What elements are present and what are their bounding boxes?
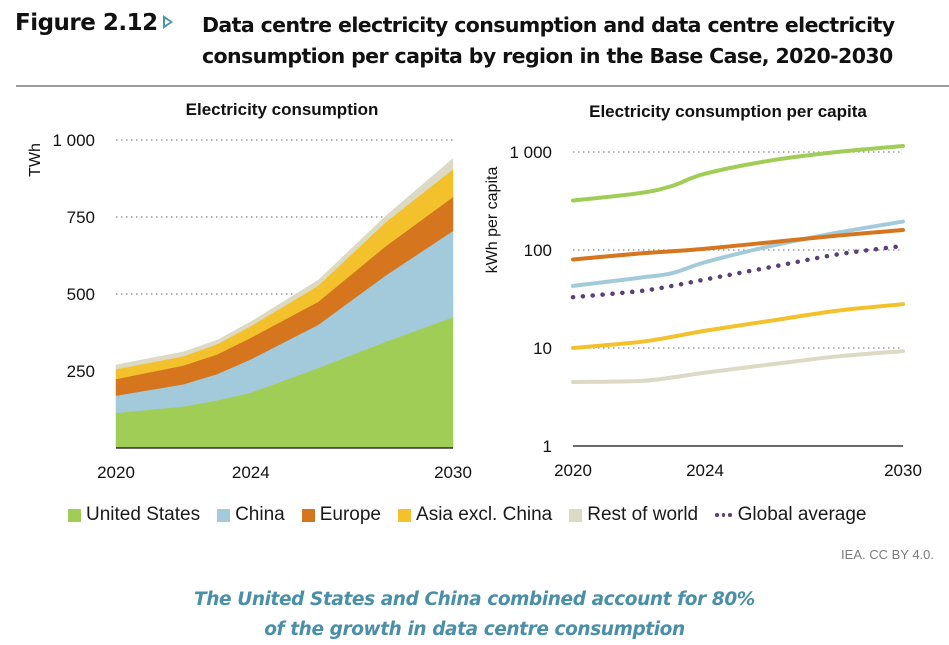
figure-title-line-1: Data centre electricity consumption and … (202, 13, 895, 37)
legend-swatch-rest-of-world (569, 508, 583, 522)
caption-line-2: of the growth in data centre consumption (264, 619, 685, 640)
y-tick-label: 250 (67, 362, 95, 381)
x-tick-label: 2020 (554, 461, 592, 480)
consumption-areas (115, 157, 454, 449)
line-china (571, 219, 905, 288)
legend: United States China Europe Asia excl. Ch… (68, 503, 884, 527)
per-capita-chart: Electricity consumption per capita kWh p… (484, 102, 922, 480)
consumption-chart: Electricity consumption TWh 250 500 750 1 0… (27, 100, 472, 482)
figure-title: Data centre electricity consumption and … (202, 10, 942, 72)
x-tick-label: 2020 (97, 463, 135, 482)
y-tick-label: 500 (67, 285, 95, 304)
legend-item-europe: Europe (301, 504, 382, 526)
per-capita-y-ticks: 1 10 100 1 000 (509, 143, 552, 456)
header-divider (16, 85, 949, 87)
legend-swatch-europe (301, 508, 315, 522)
dotted-line-icon (715, 513, 732, 517)
legend-label-china: China (235, 504, 285, 525)
consumption-chart-title: Electricity consumption (186, 100, 379, 119)
legend-swatch-united-states (68, 508, 81, 522)
legend-swatch-china (217, 508, 231, 522)
legend-item-united-states: United States (68, 504, 200, 526)
consumption-y-ticks: 250 500 750 1 000 (52, 131, 95, 381)
consumption-x-ticks: 2020 2024 2030 (97, 463, 472, 482)
figure-title-line-2: consumption per capita by region in the … (202, 44, 893, 68)
charts-canvas: Electricity consumption TWh 250 500 750 1 0… (27, 100, 922, 482)
legend-label-asia-excl-china: Asia excl. China (416, 504, 553, 525)
legend-item-asia-excl-china: Asia excl. China (398, 504, 552, 526)
figure-label: Figure 2.12 (15, 10, 158, 36)
x-tick-label: 2024 (686, 461, 724, 480)
x-tick-label: 2024 (232, 463, 270, 482)
figure-header: Figure 2.12 Data centre electricity cons… (15, 6, 935, 86)
legend-item-global-average: Global average (715, 504, 867, 526)
line-asia-excl-china (571, 302, 905, 350)
per-capita-x-ticks: 2020 2024 2030 (554, 461, 922, 480)
source-credit: IEA. CC BY 4.0. (841, 547, 934, 562)
y-tick-label: 1 000 (509, 143, 552, 162)
legend-swatch-asia-excl-china (398, 508, 412, 522)
legend-label-europe: Europe (319, 504, 382, 525)
x-tick-label: 2030 (434, 463, 472, 482)
x-tick-label: 2030 (884, 461, 922, 480)
area-rest-of-world (115, 157, 454, 370)
per-capita-lines (570, 144, 906, 384)
per-capita-y-axis-title: kWh per capita (484, 167, 501, 274)
y-tick-label: 1 000 (52, 131, 95, 150)
y-tick-label: 750 (67, 208, 95, 227)
line-rest-of-world (571, 349, 905, 384)
y-tick-label: 1 (543, 437, 552, 456)
legend-item-china: China (217, 504, 285, 526)
figure-caption: The United States and China combined acc… (0, 585, 949, 645)
legend-label-rest-of-world: Rest of world (587, 504, 699, 525)
legend-item-rest-of-world: Rest of world (569, 504, 698, 526)
per-capita-gridlines (573, 151, 903, 349)
per-capita-chart-title: Electricity consumption per capita (589, 102, 867, 121)
legend-label-global-average: Global average (737, 504, 867, 525)
y-tick-label: 100 (524, 241, 552, 260)
line-global-average (570, 243, 906, 300)
line-europe (571, 227, 905, 262)
caption-line-1: The United States and China combined acc… (194, 589, 755, 610)
y-tick-label: 10 (533, 339, 552, 358)
legend-label-united-states: United States (86, 504, 201, 525)
line-united-states (571, 144, 905, 203)
triangle-right-icon (163, 15, 173, 29)
consumption-y-axis-title: TWh (27, 143, 44, 177)
